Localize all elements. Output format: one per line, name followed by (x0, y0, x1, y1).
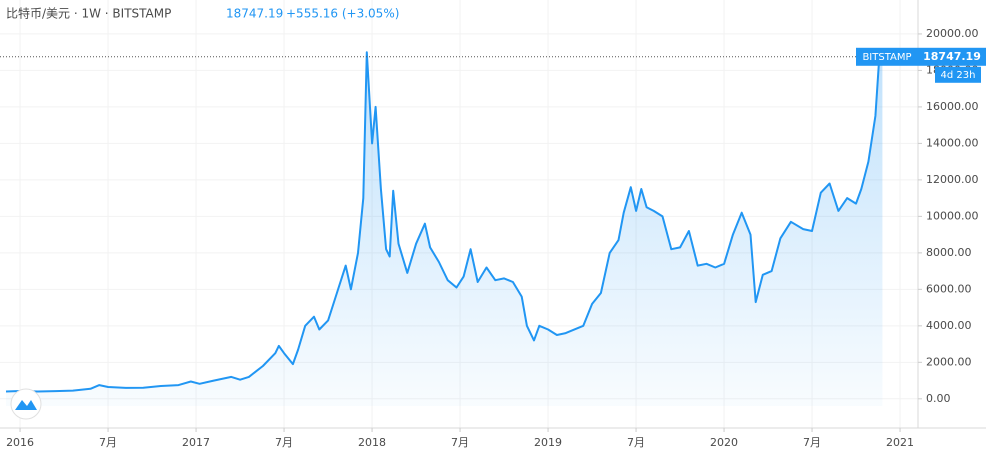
exchange-tag-bg (856, 47, 918, 66)
y-tick-label: 10000.00 (926, 209, 979, 222)
y-tick-label: 0.00 (926, 392, 951, 405)
y-tick-label: 20000.00 (926, 27, 979, 40)
y-tick-label: 4000.00 (926, 319, 972, 332)
price-tag: 18747.19 (923, 50, 981, 63)
x-tick-label: 7月 (803, 436, 821, 449)
x-tick-label: 2021 (886, 436, 914, 449)
logo (10, 388, 42, 420)
y-tick-label: 16000.00 (926, 100, 979, 113)
last-price: 18747.19 (226, 7, 283, 21)
x-tick-label: 7月 (99, 436, 117, 449)
countdown-bg (935, 66, 981, 83)
x-tick-label: 7月 (627, 436, 645, 449)
price-tag-bg (918, 47, 986, 66)
countdown: 4d 23h (941, 70, 976, 81)
x-tick-label: 2020 (710, 436, 738, 449)
x-tick-label: 2017 (182, 436, 210, 449)
y-tick-label: 12000.00 (926, 173, 979, 186)
price-change: +555.16 (+3.05%) (286, 7, 399, 21)
x-tick-label: 7月 (451, 436, 469, 449)
y-tick-label: 2000.00 (926, 355, 972, 368)
y-tick-label: 6000.00 (926, 282, 972, 295)
y-tick-label: 8000.00 (926, 246, 972, 259)
symbol: 比特币/美元 · 1W · BITSTAMP (6, 6, 171, 21)
y-tick-label: 14000.00 (926, 136, 979, 149)
area-fill (5, 52, 883, 406)
grid (0, 0, 918, 428)
exchange-tag: BITSTAMP (862, 52, 911, 63)
x-tick-label: 2016 (6, 436, 34, 449)
x-tick-label: 7月 (275, 436, 293, 449)
price-line (5, 51, 884, 393)
x-tick-label: 2018 (358, 436, 386, 449)
x-tick-label: 2019 (534, 436, 562, 449)
